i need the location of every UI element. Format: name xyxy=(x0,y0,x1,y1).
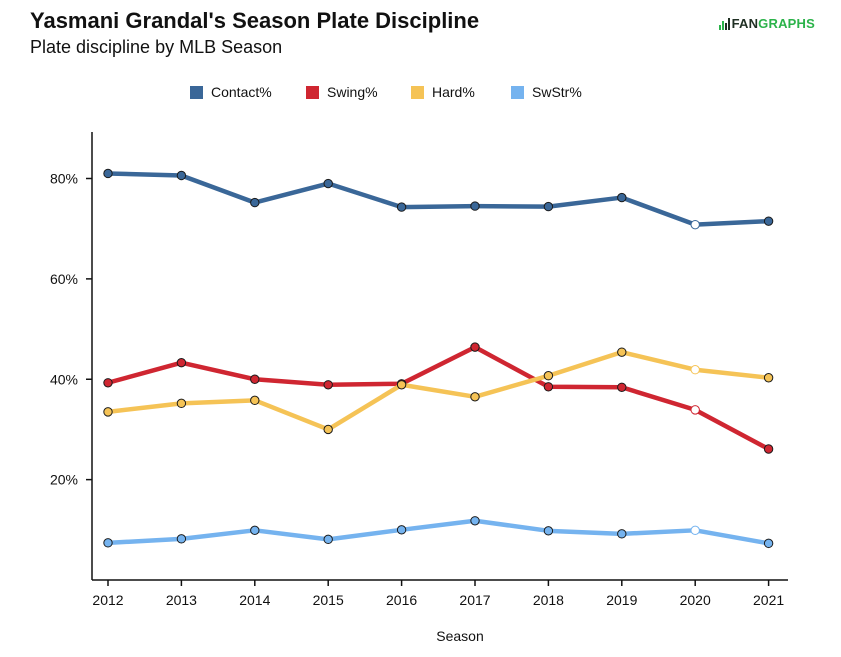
data-point-contact xyxy=(763,216,774,226)
data-point-hard xyxy=(543,371,554,381)
x-tick-label: 2013 xyxy=(166,592,197,608)
logo-text-graphs: GRAPHS xyxy=(758,16,815,31)
legend-label-contact: Contact% xyxy=(211,84,272,100)
legend-label-swstr: SwStr% xyxy=(532,84,582,100)
data-point-swing xyxy=(176,357,187,368)
fangraphs-logo: FAN GRAPHS xyxy=(718,16,815,31)
data-point-swing xyxy=(103,378,113,388)
data-point-contact xyxy=(323,178,333,189)
legend-item-swing[interactable]: Swing% xyxy=(306,84,378,100)
data-point-contact xyxy=(103,168,113,179)
data-point-contact xyxy=(543,201,554,212)
data-point-hard xyxy=(690,365,700,375)
data-point-swing xyxy=(763,444,774,454)
data-point-hard xyxy=(176,398,187,409)
data-point-swing xyxy=(250,374,260,384)
series-line-contact xyxy=(105,171,771,227)
series-line-swstr xyxy=(105,518,771,546)
data-point-swstr xyxy=(323,534,333,545)
data-point-swing xyxy=(690,405,700,415)
data-point-swstr xyxy=(617,529,627,539)
x-tick-label: 2015 xyxy=(313,592,344,608)
y-tick-label: 40% xyxy=(50,371,78,387)
x-tick-label: 2018 xyxy=(533,592,564,608)
data-point-swing xyxy=(617,382,627,392)
data-point-swstr xyxy=(763,538,774,549)
fangraphs-bars-icon xyxy=(718,18,730,30)
data-point-swing xyxy=(323,380,333,390)
legend-swatch-swing xyxy=(306,85,319,99)
legend-swatch-swstr xyxy=(511,85,524,99)
data-point-contact xyxy=(690,219,700,230)
data-point-contact xyxy=(470,201,480,211)
data-point-hard xyxy=(323,424,333,435)
x-tick-label: 2016 xyxy=(386,592,417,608)
x-tick-label: 2012 xyxy=(92,592,123,608)
data-point-hard xyxy=(396,380,407,390)
legend-item-hard[interactable]: Hard% xyxy=(411,84,475,100)
legend-swatch-hard xyxy=(411,85,424,99)
legend-label-hard: Hard% xyxy=(432,84,475,100)
data-point-hard xyxy=(103,407,113,417)
chart-legend: Contact% Swing% Hard% SwStr% xyxy=(0,84,841,106)
x-tick-label: 2020 xyxy=(680,592,711,608)
chart-title: Yasmani Grandal's Season Plate Disciplin… xyxy=(30,8,480,33)
data-point-hard xyxy=(470,392,480,402)
x-tick-label: 2014 xyxy=(239,592,270,608)
series-line-swing xyxy=(105,344,771,452)
data-point-contact xyxy=(176,170,187,181)
x-axis-title: Season xyxy=(436,628,484,644)
data-point-swstr xyxy=(396,525,407,535)
data-point-contact xyxy=(617,192,627,203)
x-tick-label: 2017 xyxy=(459,592,490,608)
data-point-swstr xyxy=(250,525,260,536)
data-point-swstr xyxy=(690,525,700,536)
y-tick-label: 80% xyxy=(50,171,78,187)
chart-subtitle: Plate discipline by MLB Season xyxy=(30,37,283,57)
legend-swatch-contact xyxy=(190,85,203,99)
data-point-contact xyxy=(396,202,407,212)
data-point-swing xyxy=(543,382,554,392)
data-point-hard xyxy=(617,347,627,357)
data-point-hard xyxy=(250,395,260,406)
legend-item-swstr[interactable]: SwStr% xyxy=(511,84,582,100)
x-tick-label: 2019 xyxy=(606,592,637,608)
data-point-swstr xyxy=(543,526,554,536)
data-point-swstr xyxy=(103,538,113,548)
data-point-swstr xyxy=(176,534,187,544)
data-point-swing xyxy=(470,342,480,352)
logo-text-fan: FAN xyxy=(731,16,759,31)
y-tick-label: 60% xyxy=(50,271,78,287)
series-line-hard xyxy=(105,349,771,432)
data-point-contact xyxy=(250,197,260,208)
data-point-swstr xyxy=(470,516,480,526)
y-tick-label: 20% xyxy=(50,472,78,488)
legend-label-swing: Swing% xyxy=(327,84,378,100)
data-point-hard xyxy=(763,373,774,383)
legend-item-contact[interactable]: Contact% xyxy=(190,84,272,100)
x-tick-label: 2021 xyxy=(753,592,784,608)
